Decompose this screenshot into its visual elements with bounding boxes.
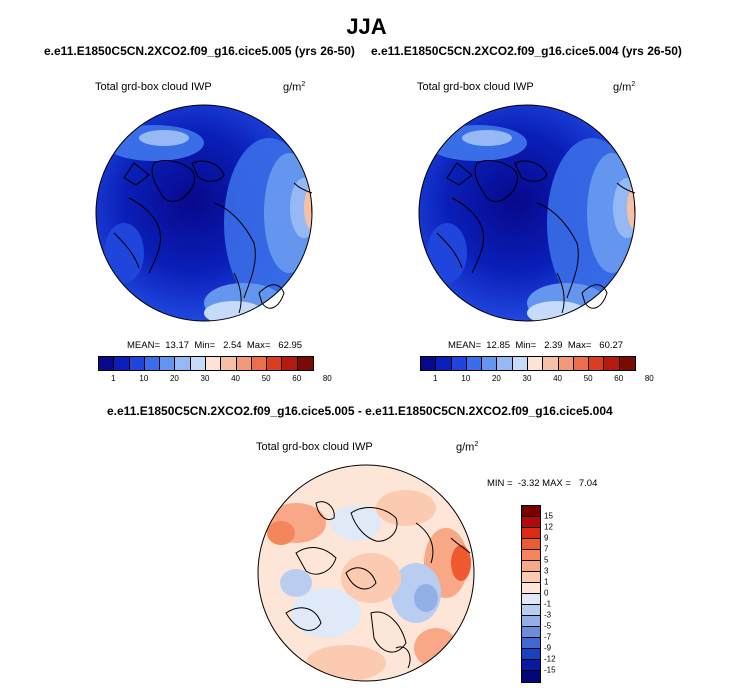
colorbar-swatch (604, 357, 620, 370)
colorbar-swatch (522, 561, 540, 572)
colorbar-tick-label: 30 (200, 374, 210, 383)
colorbar-swatch (543, 357, 559, 370)
colorbar-swatch (522, 649, 540, 660)
colorbar-swatch (522, 638, 540, 649)
left-colorbar-ticks: 1 10 20 30 40 50 60 80 (98, 374, 332, 384)
colorbar-tick-label: 10 (461, 374, 471, 383)
colorbar-swatch (522, 660, 540, 671)
diff-title: e.e11.E1850C5CN.2XCO2.f09_g16.cice5.005 … (107, 404, 613, 418)
colorbar-tick-label: 80 (644, 374, 654, 383)
colorbar-tick-label: -15 (544, 665, 556, 675)
colorbar-tick-label: 80 (322, 374, 332, 383)
right-map-stats: MEAN= 12.85 Min= 2.39 Max= 60.27 (448, 340, 624, 351)
colorbar-swatch (619, 357, 635, 370)
colorbar-swatch (522, 583, 540, 594)
colorbar-tick-label: 1 (544, 577, 549, 587)
colorbar-swatch (236, 357, 252, 370)
right-unit-label: g/m2 (613, 81, 636, 94)
colorbar-swatch (267, 357, 283, 370)
right-panel-label: Total grd-box cloud IWP (417, 81, 534, 93)
colorbar-swatch (522, 550, 540, 561)
right-colorbar-ticks: 1 10 20 30 40 50 60 80 (420, 374, 654, 384)
colorbar-swatch (589, 357, 605, 370)
colorbar-tick-label: -5 (544, 621, 552, 631)
colorbar-tick-label: 40 (231, 374, 241, 383)
colorbar-swatch (99, 357, 115, 370)
colorbar-swatch (251, 357, 268, 370)
colorbar-swatch (512, 357, 528, 370)
colorbar-tick-label: 60 (292, 374, 302, 383)
colorbar-tick-label: 15 (544, 511, 553, 521)
colorbar-swatch (190, 357, 206, 370)
left-unit-label: g/m2 (283, 81, 306, 94)
colorbar-tick-label: -1 (544, 599, 552, 609)
diff-colorbar-ticks: 15 12 9 7 5 3 1 0 -1 -3 -5 -7 -9 -12 -15 (544, 505, 574, 681)
colorbar-swatch (522, 627, 540, 638)
colorbar-swatch (497, 357, 513, 370)
colorbar-tick-label: -9 (544, 643, 552, 653)
colorbar-tick-label: 30 (522, 374, 532, 383)
colorbar-tick-label: 20 (491, 374, 501, 383)
left-map-stats: MEAN= 13.17 Min= 2.54 Max= 62.95 (127, 340, 303, 351)
colorbar-swatch (175, 357, 191, 370)
colorbar-swatch (297, 357, 313, 370)
colorbar-tick-label: 10 (139, 374, 149, 383)
colorbar-tick-label: -12 (544, 654, 556, 664)
colorbar-tick-label: 40 (553, 374, 563, 383)
colorbar-swatch (205, 357, 222, 370)
colorbar-swatch (522, 506, 540, 517)
diff-panel-label: Total grd-box cloud IWP (256, 441, 373, 453)
colorbar-swatch (522, 539, 540, 550)
colorbar-swatch (522, 605, 540, 616)
figure-title: JJA (346, 14, 387, 39)
colorbar-tick-label: 0 (544, 588, 549, 598)
colorbar-tick-label: 9 (544, 533, 549, 543)
colorbar-swatch (421, 357, 437, 370)
colorbar-swatch (522, 572, 540, 583)
colorbar-swatch (558, 357, 574, 370)
left-polar-map (95, 104, 313, 322)
colorbar-swatch (451, 357, 467, 370)
colorbar-tick-label: 20 (169, 374, 179, 383)
colorbar-tick-label: 1 (111, 374, 116, 383)
colorbar-swatch (221, 357, 237, 370)
colorbar-swatch (129, 357, 145, 370)
colorbar-swatch (160, 357, 176, 370)
colorbar-swatch (482, 357, 498, 370)
colorbar-tick-label: -3 (544, 610, 552, 620)
right-polar-map (418, 104, 636, 322)
colorbar-tick-label: 5 (544, 555, 549, 565)
colorbar-swatch (114, 357, 130, 370)
case-title-right: e.e11.E1850C5CN.2XCO2.f09_g16.cice5.004 … (371, 44, 682, 58)
colorbar-tick-label: 12 (544, 522, 553, 532)
colorbar-swatch (522, 517, 540, 528)
colorbar-swatch (144, 357, 161, 370)
left-panel-label: Total grd-box cloud IWP (95, 81, 212, 93)
colorbar-swatch (573, 357, 590, 370)
colorbar-swatch (282, 357, 298, 370)
colorbar-swatch (522, 671, 540, 682)
diff-polar-map (257, 464, 475, 682)
colorbar-swatch (522, 594, 540, 605)
left-colorbar (98, 356, 314, 371)
colorbar-swatch (466, 357, 483, 370)
colorbar-swatch (527, 357, 544, 370)
colorbar-tick-label: 50 (261, 374, 271, 383)
diff-unit-label: g/m2 (456, 441, 479, 454)
colorbar-tick-label: 50 (583, 374, 593, 383)
colorbar-swatch (522, 616, 540, 627)
right-colorbar (420, 356, 636, 371)
diff-colorbar (521, 505, 541, 683)
diff-map-stats: MIN = -3.32 MAX = 7.04 (487, 478, 598, 489)
colorbar-tick-label: 60 (614, 374, 624, 383)
colorbar-swatch (436, 357, 452, 370)
colorbar-tick-label: 1 (433, 374, 438, 383)
colorbar-swatch (522, 528, 540, 539)
colorbar-tick-label: -7 (544, 632, 552, 642)
case-title-left: e.e11.E1850C5CN.2XCO2.f09_g16.cice5.005 … (44, 44, 355, 58)
colorbar-tick-label: 7 (544, 544, 549, 554)
colorbar-tick-label: 3 (544, 566, 549, 576)
